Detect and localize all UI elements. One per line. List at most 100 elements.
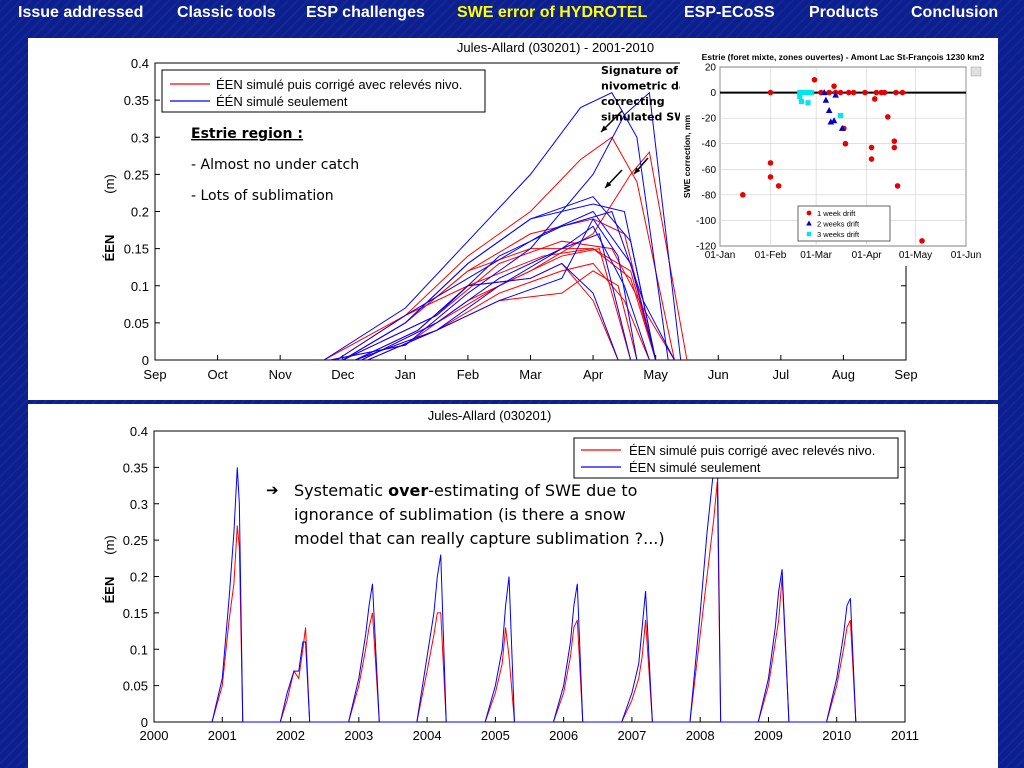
inset-legend-box [797,205,891,242]
series-line-simulated [323,92,669,361]
arrow-label-line: nivometric data [601,80,699,93]
inset-legend-marker [806,231,812,237]
series-line-simulated [361,233,632,361]
point-2-weeks-drift [832,91,839,98]
inset-y-tick-label: -40 [702,139,717,150]
inset-title: Estrie (foret mixte, zones ouvertes) - A… [702,52,985,62]
inset-y-tick-label: -100 [696,216,716,227]
point-3-weeks-drift [797,89,803,96]
inset-legend-label: 1 week drift [817,209,856,218]
point-2-weeks-drift [838,124,846,131]
x-tick-label: 2005 [481,728,510,743]
legend-label: ÉEN simulé seulement [629,460,761,475]
arrow-label-line: simulated SWE [601,111,694,124]
x-tick-label: 2009 [754,728,783,743]
inset-corner-marker [970,66,982,77]
x-tick-label: Oct [207,367,228,382]
point-1-week-drift [767,174,774,180]
note-segment: ignorance of sublimation (is there a sno… [294,505,626,524]
x-tick-label: Jul [773,367,790,382]
note-segment: Systematic [294,481,388,500]
series-line-simulated [355,262,619,361]
inset-x-tick-label: 01-May [899,250,932,261]
note-segment: model that can really capture sublimatio… [294,529,665,548]
point-3-weeks-drift [798,98,805,105]
series-line-corrected [211,481,857,723]
x-tick-label: 2010 [822,728,851,743]
point-1-week-drift [899,89,906,96]
inset-y-tick-label: 0 [710,88,716,99]
y-tick-label: 0.05 [123,679,148,694]
nav-item-swe-error-of-hydrotel[interactable]: SWE error of HYDROTEL [457,4,648,21]
y-axis-label: ÉEN [102,235,117,262]
inset-legend-label: 2 weeks drift [817,220,860,229]
inset-x-tick-label: 01-Jun [951,250,982,261]
nav-item-classic-tools[interactable]: Classic tools [177,4,276,21]
x-tick-label: Sep [894,367,917,382]
x-tick-label: Mar [519,367,542,382]
y-tick-label: 0.3 [130,497,148,512]
y-tick-label: 0.25 [124,167,149,182]
annotation-bullet: - Almost no under catch [191,157,359,173]
nav-item-conclusion[interactable]: Conclusion [911,4,999,21]
inset-x-tick-label: 01-Feb [755,250,787,261]
arrow-label-line: correcting [601,95,665,108]
annotation-arrowhead [634,167,641,174]
top-panel: Jules-Allard (030201) - 2001-2010 0 0.05 0.… [28,38,998,400]
point-3-weeks-drift [837,112,844,119]
arrow-label-line: Signature of [601,64,678,77]
x-tick-label: 2011 [891,728,919,743]
inset-y-tick-label: -60 [702,165,717,176]
legend-box [573,437,899,479]
inset-y-tick-label: -80 [702,190,717,201]
note-line: model that can really capture sublimatio… [294,529,665,548]
point-1-week-drift [740,192,746,198]
y-tick-label: 0.4 [131,56,149,71]
point-1-week-drift [893,89,899,96]
point-1-week-drift [868,156,875,162]
y-axis-unit: (m) [102,174,117,194]
x-tick-label: 2007 [617,728,646,743]
chart-title: Jules-Allard (030201) [428,408,552,423]
point-1-week-drift [767,160,774,166]
note-arrow-icon: ➔ [266,481,279,499]
annotation-arrowhead [601,125,608,132]
legend-label: ÉEN simulé puis corrigé avec relevés niv… [629,443,875,458]
x-tick-label: Jun [708,367,729,382]
point-1-week-drift [837,89,844,96]
nav-item-issue-addressed[interactable]: Issue addressed [18,4,144,21]
x-tick-label: 2004 [413,728,442,743]
series-line-simulated [211,445,857,723]
point-2-weeks-drift [822,96,830,103]
point-1-week-drift [831,83,837,89]
y-tick-label: 0.15 [124,242,149,257]
nav-item-esp-ecoss[interactable]: ESP-ECoSS [684,4,775,21]
point-1-week-drift [891,144,898,151]
top-chart: Jules-Allard (030201) - 2001-2010 0 0.05 0.… [102,40,998,382]
note-line: Systematic over-estimating of SWE due to [294,481,637,500]
x-tick-label: 2000 [140,728,169,743]
nav-item-esp-challenges[interactable]: ESP challenges [306,4,425,21]
note-segment: over [388,481,428,500]
x-tick-label: 2006 [549,728,578,743]
y-axis-unit: (m) [102,535,117,555]
x-tick-label: 2003 [344,728,373,743]
inset-y-axis-label: SWE correction, mm [682,115,692,199]
annotation-arrowhead [605,181,612,188]
inset-y-tick-label: -120 [696,242,716,253]
point-1-week-drift [845,89,852,96]
note-segment: -estimating of SWE due to [428,481,637,500]
nav-item-products[interactable]: Products [809,4,879,21]
point-1-week-drift [894,183,901,189]
chart-title: Jules-Allard (030201) - 2001-2010 [457,40,654,55]
point-1-week-drift [891,138,898,144]
inset-legend-label: 3 weeks drift [817,230,860,239]
y-tick-label: 0.05 [124,316,149,331]
inset-y-tick-label: -20 [702,114,717,125]
point-2-weeks-drift [825,106,833,113]
point-1-week-drift [767,89,774,96]
inset-x-tick-label: 01-Apr [852,250,883,261]
y-tick-label: 0.4 [130,424,148,439]
inset-legend-marker [806,220,812,226]
